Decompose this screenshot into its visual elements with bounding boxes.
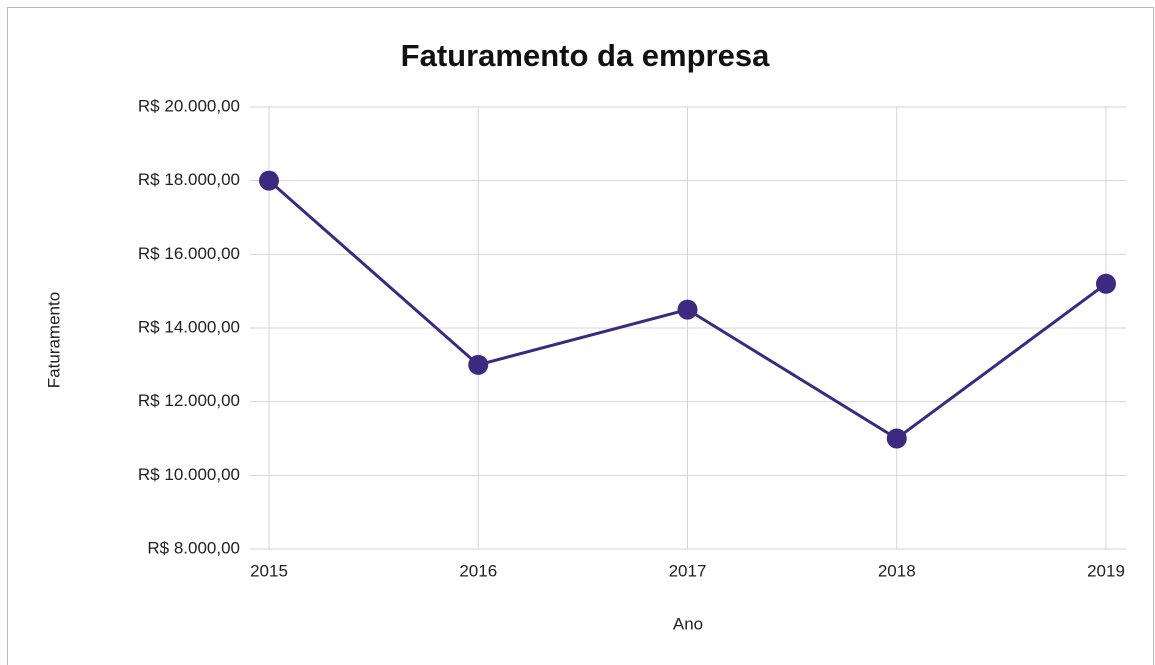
chart-title: Faturamento da empresa [401,38,770,73]
chart-frame [7,7,1154,665]
y-tick-label: R$ 10.000,00 [138,465,240,484]
y-tick-label: R$ 14.000,00 [138,317,240,336]
data-point [886,428,907,449]
x-tick-label: 2019 [1087,561,1125,580]
x-tick-label: 2015 [250,561,288,580]
data-point [468,354,489,375]
y-tick-label: R$ 8.000,00 [147,538,240,557]
data-point [259,170,279,191]
y-axis-label: Faturamento [44,292,63,388]
y-tick-label: R$ 20.000,00 [138,96,240,115]
data-point [677,299,698,320]
data-point [1096,273,1116,294]
x-tick-label: 2017 [669,561,707,580]
x-axis-label: Ano [673,614,703,633]
y-tick-label: R$ 16.000,00 [138,244,240,263]
y-tick-label: R$ 12.000,00 [138,391,240,410]
x-tick-label: 2018 [878,561,916,580]
y-tick-label: R$ 18.000,00 [138,170,240,189]
x-tick-label: 2016 [459,561,497,580]
